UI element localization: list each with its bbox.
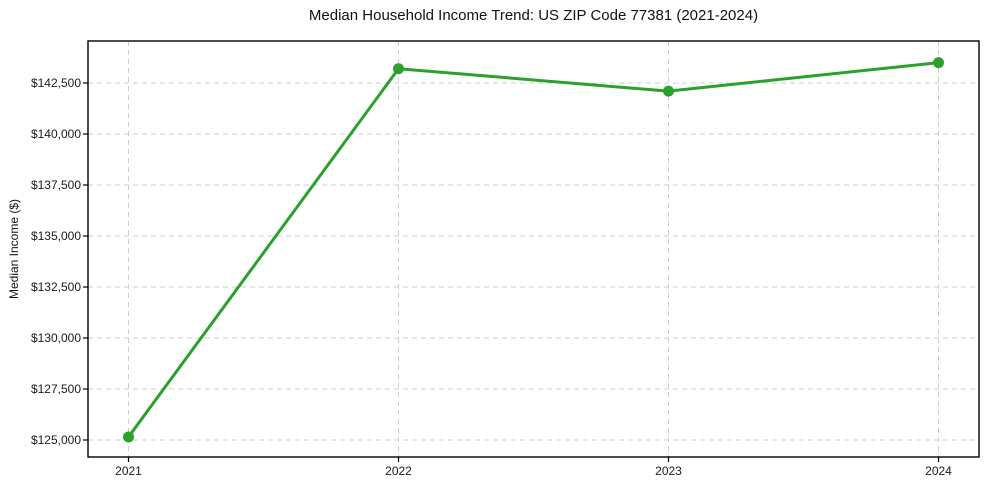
trend-line	[127, 61, 940, 439]
x-tick-label: 2024	[925, 464, 952, 478]
y-tick-label: $137,500	[30, 178, 81, 192]
y-tick-label: $132,500	[30, 280, 81, 294]
chart-title: Median Household Income Trend: US ZIP Co…	[308, 7, 759, 24]
y-tick-label: $135,000	[30, 229, 81, 243]
y-tick-label: $130,000	[30, 331, 81, 345]
data-point-marker	[393, 63, 404, 75]
x-tick-label: 2022	[385, 464, 412, 478]
y-tick-label: $125,000	[30, 433, 81, 447]
y-tick-label: $127,500	[30, 382, 81, 396]
data-point-marker	[933, 57, 944, 69]
data-point-marker	[123, 431, 134, 443]
plot-border	[87, 40, 980, 458]
y-tick-label: $140,000	[30, 127, 81, 141]
x-tick-label: 2021	[115, 464, 142, 478]
y-tick-label: $142,500	[30, 76, 81, 90]
data-point-marker	[663, 85, 674, 97]
x-tick-label: 2023	[655, 464, 682, 478]
